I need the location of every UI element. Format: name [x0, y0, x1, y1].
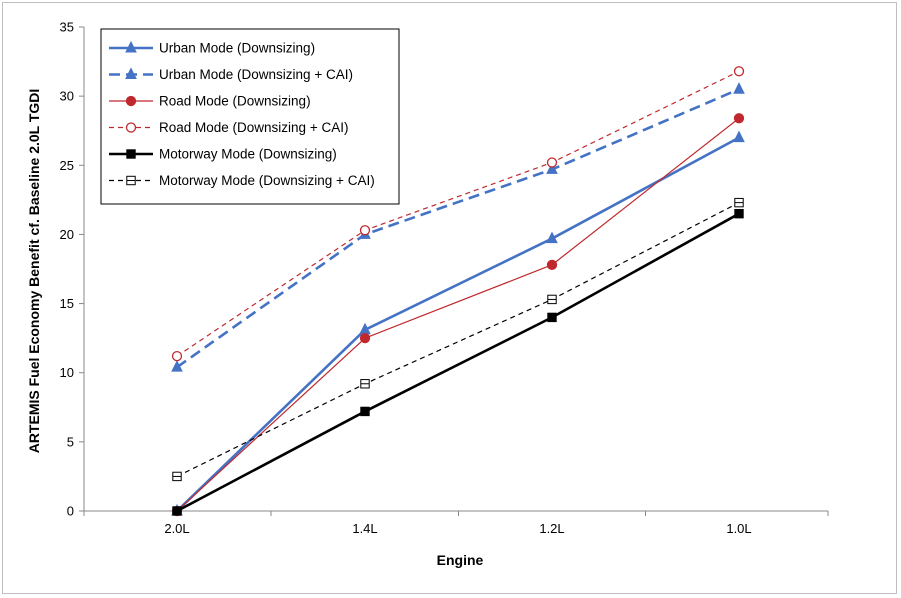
data-point	[359, 332, 371, 344]
legend-label: Motorway Mode (Downsizing)	[159, 147, 337, 162]
data-point	[547, 312, 557, 323]
legend-item: Road Mode (Downsizing + CAI)	[109, 120, 348, 135]
series-line	[176, 88, 740, 369]
legend-item: Urban Mode (Downsizing)	[109, 41, 315, 56]
legend-label: Road Mode (Downsizing)	[159, 94, 311, 109]
legend-label: Motorway Mode (Downsizing + CAI)	[159, 173, 375, 188]
x-tick-labels: 2.0L 1.4L 1.2L 1.0L	[164, 521, 751, 536]
y-tick-label: 25	[60, 158, 74, 173]
legend-item: Road Mode (Downsizing)	[109, 94, 311, 109]
series	[171, 66, 745, 517]
series-6	[172, 197, 744, 482]
legend-label: Urban Mode (Downsizing)	[159, 41, 315, 56]
legend-item: Urban Mode (Downsizing + CAI)	[109, 67, 353, 82]
y-tick-label: 15	[60, 296, 74, 311]
data-point	[125, 40, 137, 53]
x-tick-label: 1.4L	[352, 521, 377, 536]
legend-items: Urban Mode (Downsizing) Urban Mode (Downs…	[109, 41, 375, 188]
x-tick-label: 1.0L	[726, 521, 751, 536]
data-point	[360, 406, 370, 417]
series-5	[172, 208, 744, 516]
y-tick-labels: 0 5 10 15 20 25 30 35	[60, 20, 74, 519]
series-line	[176, 202, 740, 477]
data-point	[733, 113, 745, 124]
series-line	[176, 212, 740, 513]
y-axis-title: ARTEMIS Fuel Economy Benefit cf. Baselin…	[26, 89, 42, 454]
data-point	[126, 149, 136, 159]
y-tick-label: 20	[60, 227, 74, 242]
data-point	[546, 162, 558, 174]
data-point	[546, 259, 558, 271]
y-tick-label: 30	[60, 89, 74, 104]
data-point	[125, 95, 137, 107]
data-point	[359, 225, 371, 236]
legend-label: Urban Mode (Downsizing + CAI)	[159, 67, 353, 82]
data-point	[171, 360, 183, 372]
y-tick-label: 0	[67, 504, 74, 519]
series-line	[176, 117, 740, 512]
data-point	[733, 82, 745, 94]
series-line	[176, 70, 740, 357]
series-4	[171, 66, 745, 362]
data-point	[171, 350, 183, 362]
data-point	[733, 66, 745, 77]
data-point	[172, 506, 182, 516]
data-point	[733, 130, 745, 143]
y-tick-label: 10	[60, 365, 74, 380]
data-point	[125, 122, 137, 133]
line-chart: 0 5 10 15 20 25 30 35 2.0L 1.4L 1.2L 1.0L Engine A…	[26, 20, 829, 568]
legend: Urban Mode (Downsizing) Urban Mode (Downs…	[100, 28, 400, 205]
data-point	[734, 208, 744, 219]
series-line	[176, 136, 740, 512]
data-point	[125, 67, 137, 79]
axes	[79, 26, 829, 516]
legend-box	[100, 28, 400, 205]
legend-item: Motorway Mode (Downsizing + CAI)	[109, 173, 375, 188]
legend-label: Road Mode (Downsizing + CAI)	[159, 120, 348, 135]
legend-item: Motorway Mode (Downsizing)	[109, 147, 337, 162]
x-tick-label: 1.2L	[539, 521, 564, 536]
data-point	[546, 157, 558, 168]
x-tick-label: 2.0L	[164, 521, 189, 536]
data-point	[546, 231, 558, 244]
y-tick-label: 5	[67, 434, 74, 449]
y-tick-label: 35	[60, 20, 74, 35]
x-axis-title: Engine	[437, 552, 484, 568]
